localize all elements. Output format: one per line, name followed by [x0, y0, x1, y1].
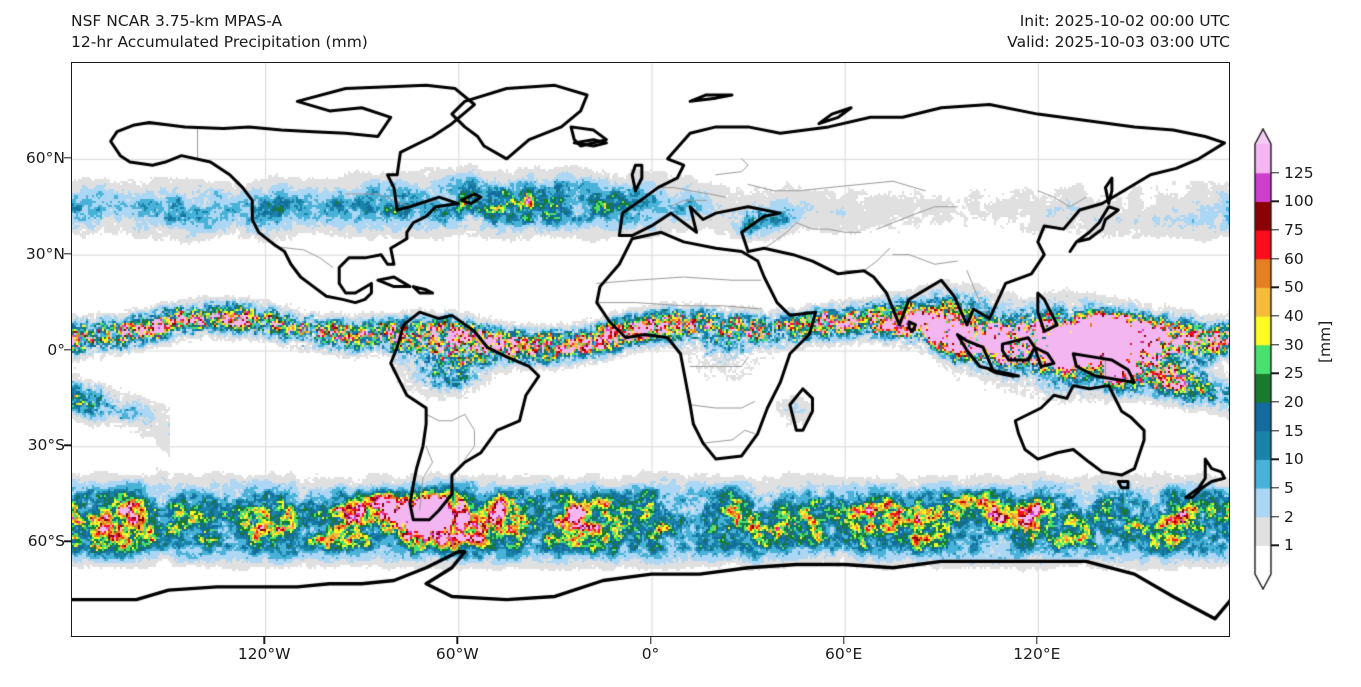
colorbar-tick-label: 125 — [1284, 163, 1314, 182]
colorbar-tick-label: 20 — [1284, 393, 1304, 411]
colorbar-unit-label: [mm] — [1316, 320, 1334, 363]
x-axis-tick — [263, 637, 265, 644]
colorbar-tick-label: 75 — [1284, 221, 1304, 239]
y-axis-tick-label: 30°N — [25, 244, 65, 263]
y-axis-tick-label: 30°S — [27, 436, 65, 455]
y-axis-tick — [64, 252, 71, 255]
x-axis-tick-label: 0° — [641, 645, 660, 663]
colorbar-tick — [1271, 257, 1279, 260]
colorbar-tick-label: 40 — [1284, 307, 1304, 325]
colorbar-tick-label: 2 — [1284, 507, 1294, 526]
x-axis-tick — [649, 637, 652, 644]
figure-timestamps: Init: 2025-10-02 00:00 UTC Valid: 2025-1… — [1007, 11, 1230, 53]
colorbar-tick-label: 25 — [1284, 364, 1304, 383]
colorbar-tick — [1271, 429, 1279, 432]
colorbar: 1 2 5 10 15 20 25 30 40 50 60 75 100 125 — [1250, 128, 1360, 590]
colorbar-tick — [1271, 372, 1279, 375]
colorbar-tick — [1271, 229, 1279, 231]
colorbar-tick-label: 50 — [1284, 278, 1304, 297]
colorbar-tick-label: 10 — [1284, 450, 1304, 469]
y-axis-tick-label: 60°N — [25, 148, 65, 167]
colorbar-tick — [1271, 544, 1279, 547]
x-axis-tick — [456, 637, 459, 644]
colorbar-tick — [1271, 171, 1279, 174]
x-axis-tick-label: 60°E — [825, 645, 863, 663]
valid-time-label: Valid: 2025-10-03 03:00 UTC — [1007, 33, 1230, 51]
colorbar-tick-label: 60 — [1284, 249, 1304, 268]
title-field-line: 12-hr Accumulated Precipitation (mm) — [71, 33, 368, 51]
init-time-label: Init: 2025-10-02 00:00 UTC — [1019, 12, 1230, 30]
colorbar-tick — [1271, 315, 1279, 317]
x-axis-tick — [1036, 637, 1038, 644]
x-axis-tick — [842, 637, 845, 644]
x-axis-tick-label: 120°W — [237, 645, 291, 663]
colorbar-tick — [1271, 458, 1279, 461]
title-model-line: NSF NCAR 3.75-km MPAS-A — [71, 12, 283, 30]
colorbar-tick-label: 5 — [1284, 479, 1294, 497]
colorbar-tick-label: 15 — [1284, 421, 1304, 440]
y-axis-tick-label: 60°S — [27, 532, 65, 551]
colorbar-tick-label: 1 — [1284, 536, 1294, 555]
colorbar-tick — [1271, 200, 1279, 203]
figure-title: NSF NCAR 3.75-km MPAS-A 12-hr Accumulate… — [71, 11, 368, 53]
colorbar-gradient — [1250, 128, 1276, 590]
y-axis-tick — [64, 348, 71, 351]
x-axis-tick-label: 120°E — [1013, 645, 1061, 663]
y-axis-tick — [64, 540, 71, 542]
y-axis-tick — [64, 444, 71, 447]
colorbar-tick — [1271, 401, 1279, 403]
y-axis-tick-label: 0° — [47, 340, 65, 359]
x-axis-tick-label: 60°W — [435, 645, 479, 663]
colorbar-tick-label: 100 — [1284, 192, 1314, 211]
colorbar-tick — [1271, 286, 1279, 289]
map-axes — [71, 62, 1230, 637]
colorbar-tick — [1271, 343, 1279, 346]
colorbar-tick — [1271, 487, 1279, 489]
colorbar-tick-label: 30 — [1284, 335, 1304, 354]
y-axis-tick — [64, 157, 71, 159]
precipitation-map-canvas — [72, 63, 1229, 636]
colorbar-tick — [1271, 515, 1279, 518]
